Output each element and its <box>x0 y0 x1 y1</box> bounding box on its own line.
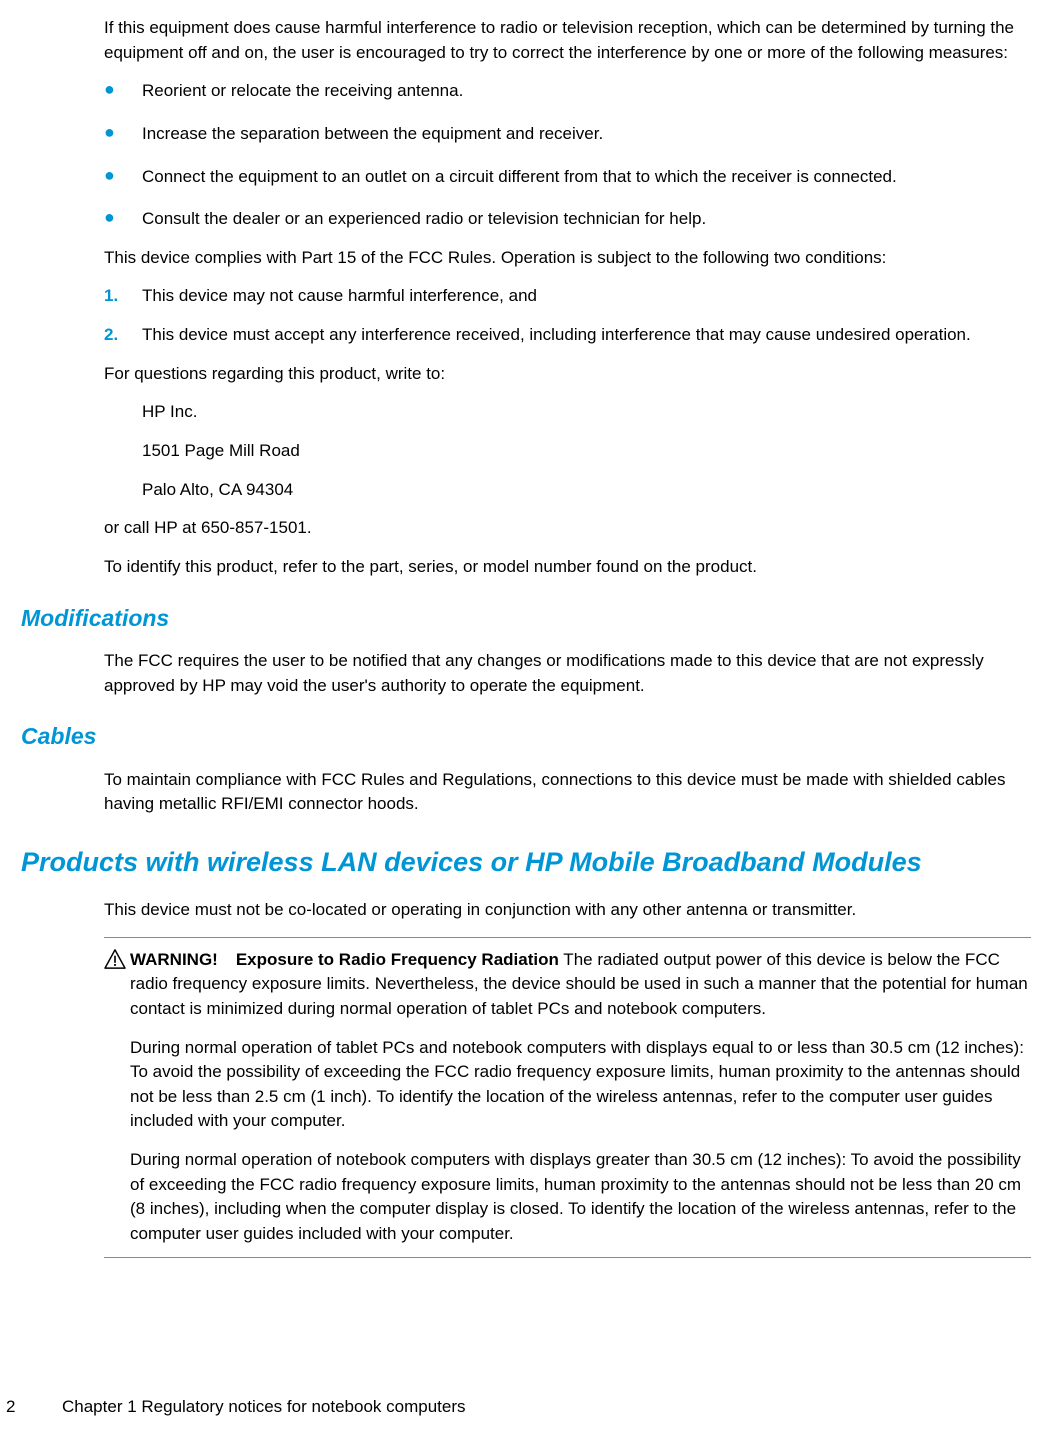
list-item: 1. This device may not cause harmful int… <box>104 284 1031 309</box>
list-item-text: Consult the dealer or an experienced rad… <box>142 207 1031 232</box>
warning-body: WARNING! Exposure to Radio Frequency Radi… <box>130 948 1031 1247</box>
heading-wireless: Products with wireless LAN devices or HP… <box>21 843 1031 882</box>
list-number: 1. <box>104 284 142 309</box>
modifications-text: The FCC requires the user to be notified… <box>104 649 1031 698</box>
body-block: If this equipment does cause harmful int… <box>104 16 1031 580</box>
call-line: or call HP at 650-857-1501. <box>104 516 1031 541</box>
list-item: 2. This device must accept any interfere… <box>104 323 1031 348</box>
page-content: If this equipment does cause harmful int… <box>0 0 1052 1258</box>
list-item: ● Connect the equipment to an outlet on … <box>104 165 1031 190</box>
warning-box: WARNING! Exposure to Radio Frequency Radi… <box>104 937 1031 1258</box>
bullet-icon: ● <box>104 122 142 147</box>
address-line: Palo Alto, CA 94304 <box>142 478 1031 503</box>
warning-p2: During normal operation of tablet PCs an… <box>130 1036 1031 1135</box>
list-item: ● Consult the dealer or an experienced r… <box>104 207 1031 232</box>
wireless-intro: This device must not be co-located or op… <box>104 898 1031 923</box>
warning-subtitle: Exposure to Radio Frequency Radiation <box>236 950 559 969</box>
list-item-text: This device may not cause harmful interf… <box>142 284 1031 309</box>
list-item-text: Reorient or relocate the receiving anten… <box>142 79 1031 104</box>
warning-p3: During normal operation of notebook comp… <box>130 1148 1031 1247</box>
address-block: HP Inc. 1501 Page Mill Road Palo Alto, C… <box>142 400 1031 502</box>
heading-cables: Cables <box>21 720 1031 753</box>
measures-list: ● Reorient or relocate the receiving ant… <box>104 79 1031 232</box>
address-line: HP Inc. <box>142 400 1031 425</box>
warning-row: WARNING! Exposure to Radio Frequency Radi… <box>104 948 1031 1247</box>
page-number: 2 <box>6 1395 62 1420</box>
list-item-text: This device must accept any interference… <box>142 323 1031 348</box>
bullet-icon: ● <box>104 207 142 232</box>
bullet-icon: ● <box>104 165 142 190</box>
cables-text: To maintain compliance with FCC Rules an… <box>104 768 1031 817</box>
modifications-body: The FCC requires the user to be notified… <box>104 649 1031 698</box>
list-item: ● Reorient or relocate the receiving ant… <box>104 79 1031 104</box>
bullet-icon: ● <box>104 79 142 104</box>
chapter-label: Chapter 1 Regulatory notices for noteboo… <box>62 1395 466 1420</box>
warning-label: WARNING! <box>130 950 218 969</box>
conditions-list: 1. This device may not cause harmful int… <box>104 284 1031 347</box>
identify-line: To identify this product, refer to the p… <box>104 555 1031 580</box>
warning-icon <box>104 949 128 969</box>
page-footer: 2 Chapter 1 Regulatory notices for noteb… <box>0 1395 1052 1420</box>
heading-modifications: Modifications <box>21 602 1031 635</box>
questions-intro: For questions regarding this product, wr… <box>104 362 1031 387</box>
wireless-body: This device must not be co-located or op… <box>104 898 1031 1258</box>
warning-p1: WARNING! Exposure to Radio Frequency Radi… <box>130 948 1031 1022</box>
address-line: 1501 Page Mill Road <box>142 439 1031 464</box>
intro-paragraph: If this equipment does cause harmful int… <box>104 16 1031 65</box>
compliance-intro: This device complies with Part 15 of the… <box>104 246 1031 271</box>
list-item-text: Connect the equipment to an outlet on a … <box>142 165 1031 190</box>
list-item-text: Increase the separation between the equi… <box>142 122 1031 147</box>
list-item: ● Increase the separation between the eq… <box>104 122 1031 147</box>
cables-body: To maintain compliance with FCC Rules an… <box>104 768 1031 817</box>
list-number: 2. <box>104 323 142 348</box>
